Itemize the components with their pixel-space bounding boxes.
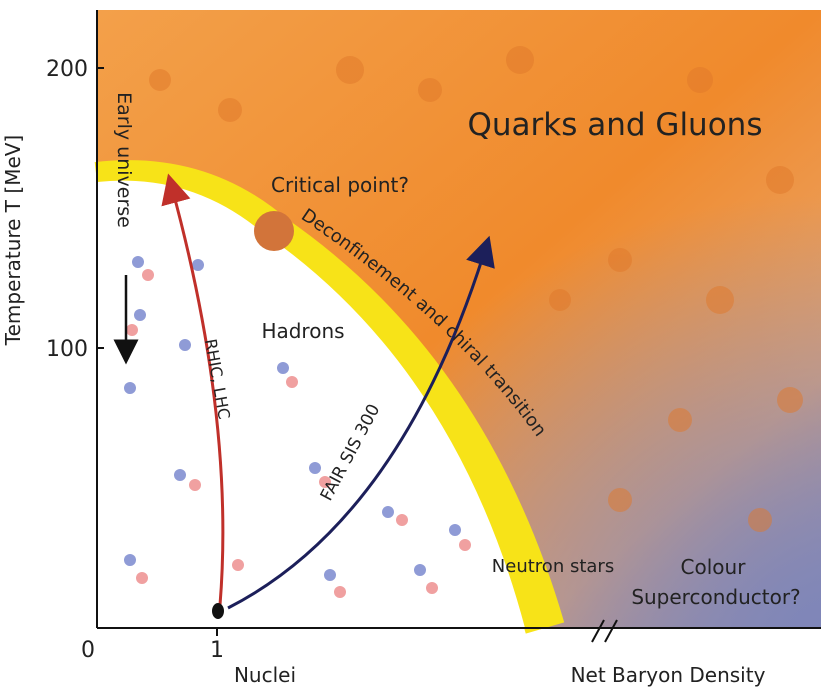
origin-label: 0 xyxy=(81,638,95,663)
x-tick-label: 1 xyxy=(210,638,224,663)
qgp-label: Quarks and Gluons xyxy=(468,107,763,143)
x-label: Nuclei xyxy=(234,663,296,687)
y-tick-label: 100 xyxy=(46,337,88,362)
neutron-stars-label: Neutron stars xyxy=(492,556,614,577)
x-label: Net Baryon Density xyxy=(571,663,766,687)
colour-label: Colour xyxy=(681,555,747,579)
critical-point xyxy=(254,211,294,251)
nuclei-point xyxy=(212,603,224,619)
superconductor-label: Superconductor? xyxy=(631,585,800,609)
early-universe-label: Early universe xyxy=(113,92,135,228)
phase-diagram: Temperature T [MeV] 200 100 0 1 Nuclei N… xyxy=(0,0,821,691)
y-tick-label: 200 xyxy=(46,57,88,82)
y-axis-title: Temperature T [MeV] xyxy=(1,135,25,346)
hadrons-label: Hadrons xyxy=(261,319,344,343)
critical-point-label: Critical point? xyxy=(271,173,409,197)
